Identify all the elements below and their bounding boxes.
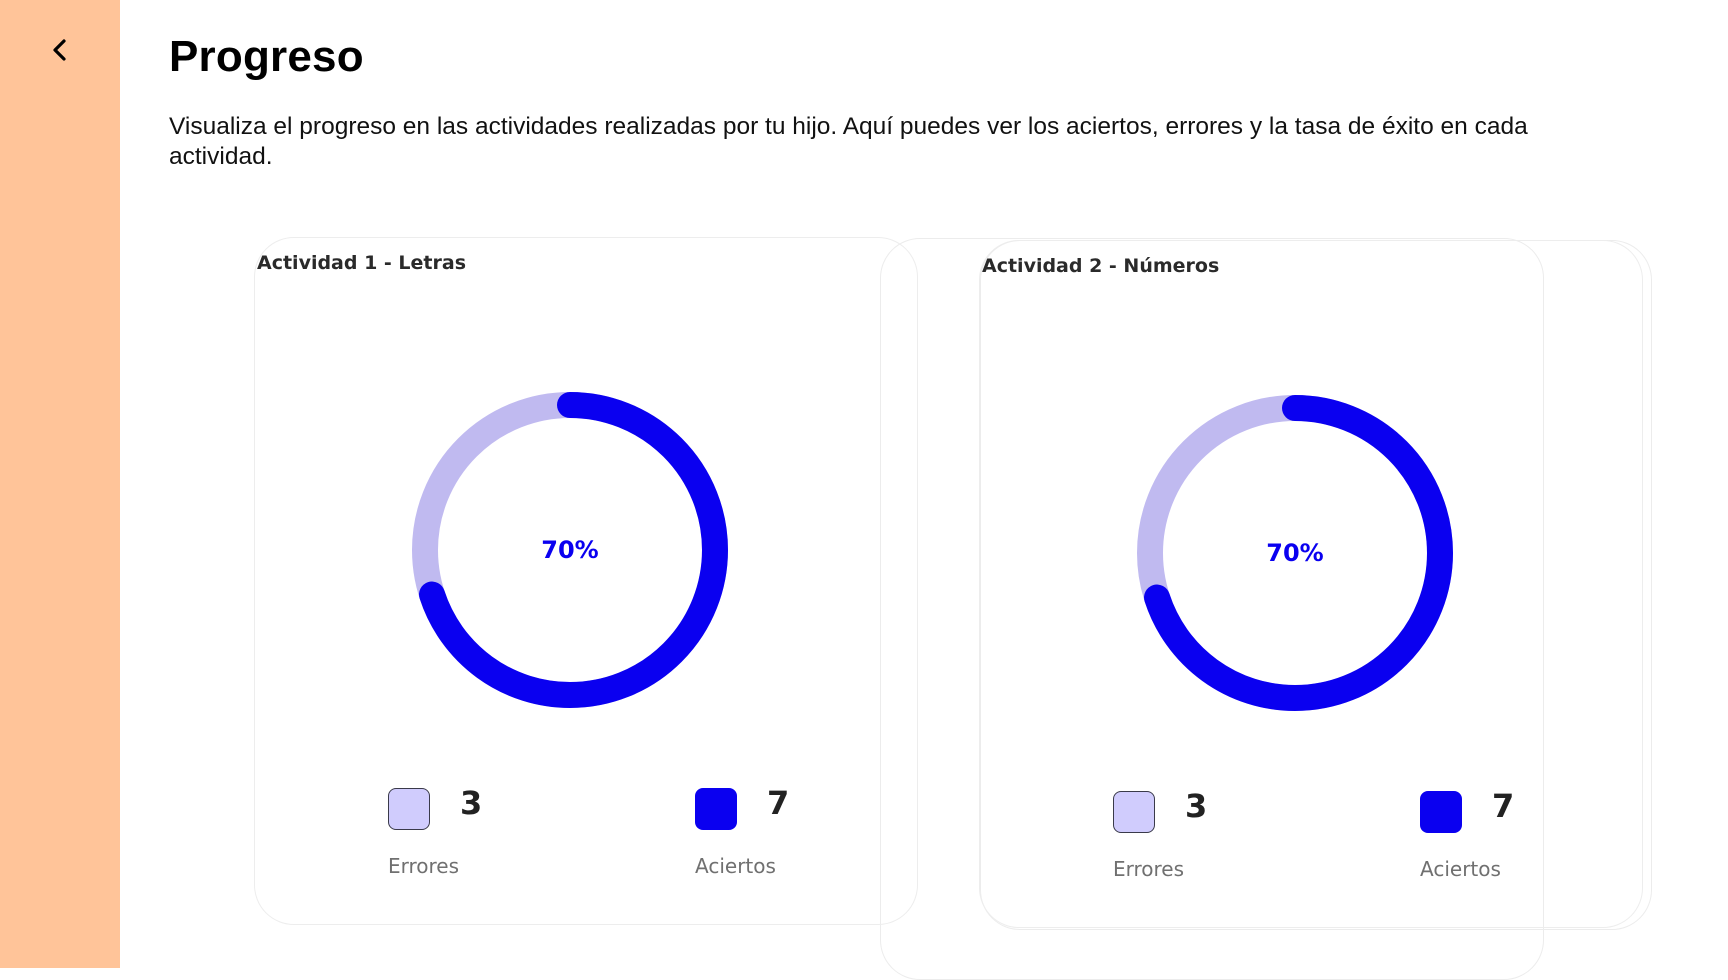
aciertos-label: Aciertos (695, 854, 776, 878)
aciertos-swatch (1420, 791, 1462, 833)
page-title: Progreso (169, 32, 364, 82)
activity-card: Actividad 1 - Letras 70% 3 Errores 7 Aci… (254, 237, 918, 925)
activity-card: Actividad 2 - Números 70% 3 Errores 7 Ac… (979, 240, 1643, 928)
errores-label: Errores (1113, 857, 1184, 881)
errores-count: 3 (1185, 787, 1207, 825)
activity-title: Actividad 1 - Letras (257, 252, 466, 274)
activity-title: Actividad 2 - Números (982, 255, 1219, 277)
errores-swatch (388, 788, 430, 830)
aciertos-swatch (695, 788, 737, 830)
progress-donut: 70% (1135, 393, 1455, 713)
progress-donut: 70% (410, 390, 730, 710)
sidebar (0, 0, 120, 968)
errores-count: 3 (460, 784, 482, 822)
back-button[interactable] (44, 34, 76, 66)
errores-label: Errores (388, 854, 459, 878)
chevron-left-icon (50, 38, 70, 62)
aciertos-label: Aciertos (1420, 857, 1501, 881)
aciertos-count: 7 (1492, 787, 1514, 825)
page-description: Visualiza el progreso en las actividades… (169, 112, 1589, 172)
success-rate-label: 70% (1135, 393, 1455, 713)
success-rate-label: 70% (410, 390, 730, 710)
errores-swatch (1113, 791, 1155, 833)
aciertos-count: 7 (767, 784, 789, 822)
